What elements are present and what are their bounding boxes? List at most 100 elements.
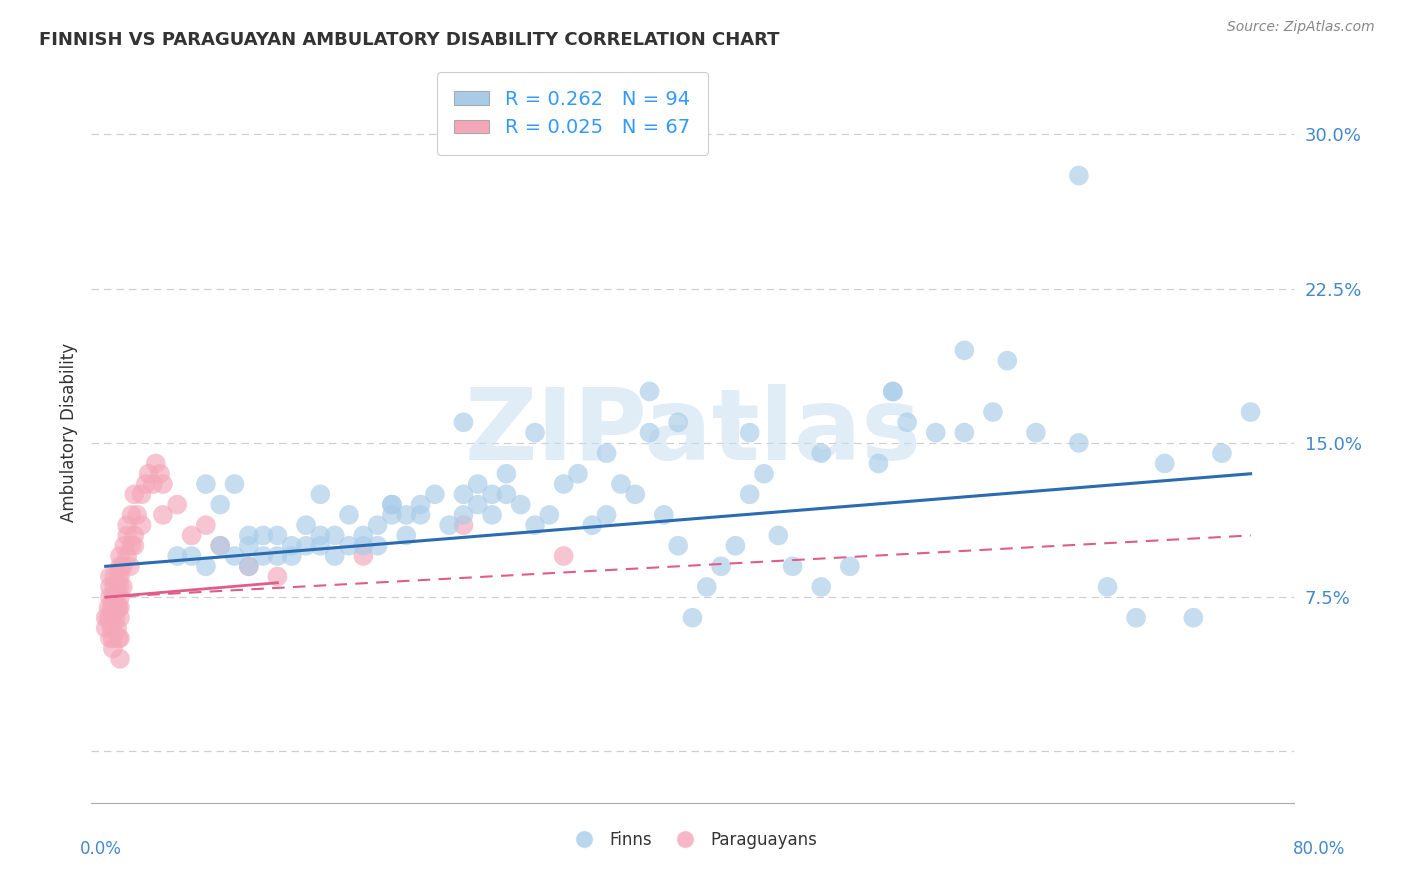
Finns bbox=[553, 477, 575, 491]
Finns bbox=[1239, 405, 1261, 419]
Finns bbox=[194, 477, 217, 491]
Finns bbox=[638, 425, 661, 440]
Finns bbox=[453, 487, 475, 501]
Finns bbox=[666, 415, 689, 429]
Paraguayans bbox=[98, 569, 121, 583]
Finns bbox=[896, 415, 918, 429]
Paraguayans bbox=[101, 600, 124, 615]
Finns bbox=[868, 457, 890, 471]
Finns bbox=[281, 539, 304, 553]
Paraguayans bbox=[145, 457, 167, 471]
Finns bbox=[882, 384, 904, 399]
Paraguayans bbox=[152, 477, 174, 491]
Finns bbox=[495, 467, 517, 481]
Finns bbox=[768, 528, 790, 542]
Paraguayans bbox=[112, 539, 135, 553]
Finns bbox=[467, 477, 489, 491]
Paraguayans bbox=[98, 611, 121, 625]
Finns bbox=[352, 539, 374, 553]
Finns bbox=[1097, 580, 1119, 594]
Finns bbox=[252, 549, 274, 563]
Finns bbox=[367, 539, 389, 553]
Finns bbox=[1025, 425, 1047, 440]
Paraguayans bbox=[142, 477, 165, 491]
Finns bbox=[337, 539, 360, 553]
Paraguayans bbox=[104, 611, 127, 625]
Paraguayans bbox=[97, 611, 120, 625]
Finns bbox=[409, 498, 432, 512]
Finns bbox=[453, 415, 475, 429]
Paraguayans bbox=[266, 569, 288, 583]
Paraguayans bbox=[124, 528, 146, 542]
Paraguayans bbox=[115, 549, 138, 563]
Finns bbox=[738, 425, 761, 440]
Paraguayans bbox=[94, 611, 117, 625]
Paraguayans bbox=[107, 569, 129, 583]
Paraguayans bbox=[103, 580, 125, 594]
Paraguayans bbox=[101, 611, 124, 625]
Finns bbox=[266, 528, 288, 542]
Paraguayans bbox=[352, 549, 374, 563]
Finns bbox=[409, 508, 432, 522]
Paraguayans bbox=[108, 652, 131, 666]
Paraguayans bbox=[101, 590, 124, 604]
Finns bbox=[953, 425, 976, 440]
Finns bbox=[266, 549, 288, 563]
Finns bbox=[381, 498, 404, 512]
Paraguayans bbox=[209, 539, 232, 553]
Paraguayans bbox=[108, 611, 131, 625]
Finns bbox=[652, 508, 675, 522]
Finns bbox=[581, 518, 603, 533]
Finns bbox=[309, 487, 332, 501]
Finns bbox=[323, 549, 346, 563]
Finns bbox=[524, 518, 547, 533]
Finns bbox=[481, 487, 503, 501]
Finns bbox=[595, 446, 617, 460]
Finns bbox=[1211, 446, 1233, 460]
Finns bbox=[252, 528, 274, 542]
Finns bbox=[810, 446, 832, 460]
Finns bbox=[281, 549, 304, 563]
Paraguayans bbox=[238, 559, 260, 574]
Finns bbox=[209, 498, 232, 512]
Finns bbox=[524, 425, 547, 440]
Paraguayans bbox=[101, 621, 124, 635]
Finns bbox=[595, 508, 617, 522]
Paraguayans bbox=[104, 590, 127, 604]
Paraguayans bbox=[166, 498, 188, 512]
Finns bbox=[381, 498, 404, 512]
Finns bbox=[1067, 436, 1090, 450]
Finns bbox=[738, 487, 761, 501]
Paraguayans bbox=[108, 580, 131, 594]
Finns bbox=[624, 487, 647, 501]
Finns bbox=[724, 539, 747, 553]
Finns bbox=[209, 539, 232, 553]
Finns bbox=[224, 477, 246, 491]
Paraguayans bbox=[453, 518, 475, 533]
Paraguayans bbox=[94, 621, 117, 635]
Paraguayans bbox=[131, 487, 153, 501]
Finns bbox=[481, 508, 503, 522]
Paraguayans bbox=[108, 569, 131, 583]
Finns bbox=[810, 580, 832, 594]
Finns bbox=[224, 549, 246, 563]
Finns bbox=[309, 539, 332, 553]
Finns bbox=[638, 384, 661, 399]
Finns bbox=[367, 518, 389, 533]
Paraguayans bbox=[108, 590, 131, 604]
Finns bbox=[423, 487, 446, 501]
Legend: Finns, Paraguayans: Finns, Paraguayans bbox=[561, 824, 824, 855]
Paraguayans bbox=[97, 600, 120, 615]
Paraguayans bbox=[553, 549, 575, 563]
Paraguayans bbox=[120, 539, 143, 553]
Y-axis label: Ambulatory Disability: Ambulatory Disability bbox=[59, 343, 77, 522]
Paraguayans bbox=[131, 518, 153, 533]
Paraguayans bbox=[120, 508, 143, 522]
Paraguayans bbox=[107, 632, 129, 646]
Paraguayans bbox=[100, 600, 122, 615]
Finns bbox=[752, 467, 775, 481]
Finns bbox=[395, 528, 418, 542]
Paraguayans bbox=[108, 600, 131, 615]
Paraguayans bbox=[101, 632, 124, 646]
Paraguayans bbox=[108, 632, 131, 646]
